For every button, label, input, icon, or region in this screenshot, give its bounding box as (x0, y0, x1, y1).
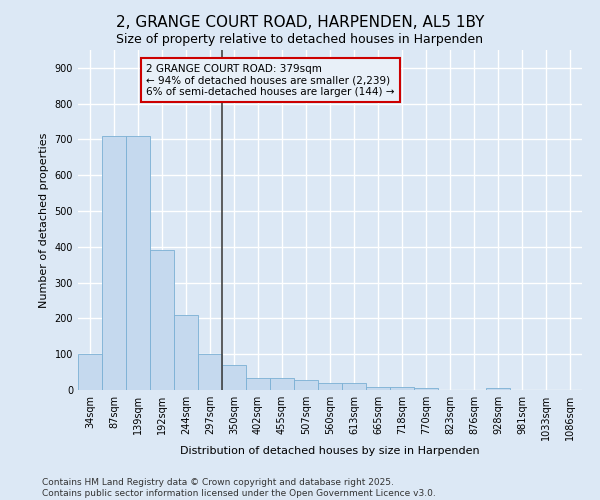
Bar (294, 380, 318, 390)
Bar (78, 354, 102, 390)
Text: 2 GRANGE COURT ROAD: 379sqm
← 94% of detached houses are smaller (2,239)
6% of s: 2 GRANGE COURT ROAD: 379sqm ← 94% of det… (146, 64, 395, 97)
Bar (198, 354, 222, 390)
Bar (390, 387, 414, 390)
Text: Size of property relative to detached houses in Harpenden: Size of property relative to detached ho… (116, 32, 484, 46)
Text: Contains HM Land Registry data © Crown copyright and database right 2025.
Contai: Contains HM Land Registry data © Crown c… (42, 478, 436, 498)
Text: 2, GRANGE COURT ROAD, HARPENDEN, AL5 1BY: 2, GRANGE COURT ROAD, HARPENDEN, AL5 1BY (116, 15, 484, 30)
X-axis label: Distribution of detached houses by size in Harpenden: Distribution of detached houses by size … (180, 446, 480, 456)
Y-axis label: Number of detached properties: Number of detached properties (39, 132, 49, 308)
Bar (318, 383, 342, 390)
Bar (150, 250, 174, 390)
Bar (414, 388, 438, 390)
Bar (126, 136, 150, 390)
Bar (342, 383, 366, 390)
Bar (270, 378, 294, 390)
Bar (246, 378, 270, 390)
Bar (366, 387, 390, 390)
Bar (102, 136, 126, 390)
Bar (222, 365, 246, 390)
Bar (174, 315, 198, 390)
Bar (486, 388, 510, 390)
